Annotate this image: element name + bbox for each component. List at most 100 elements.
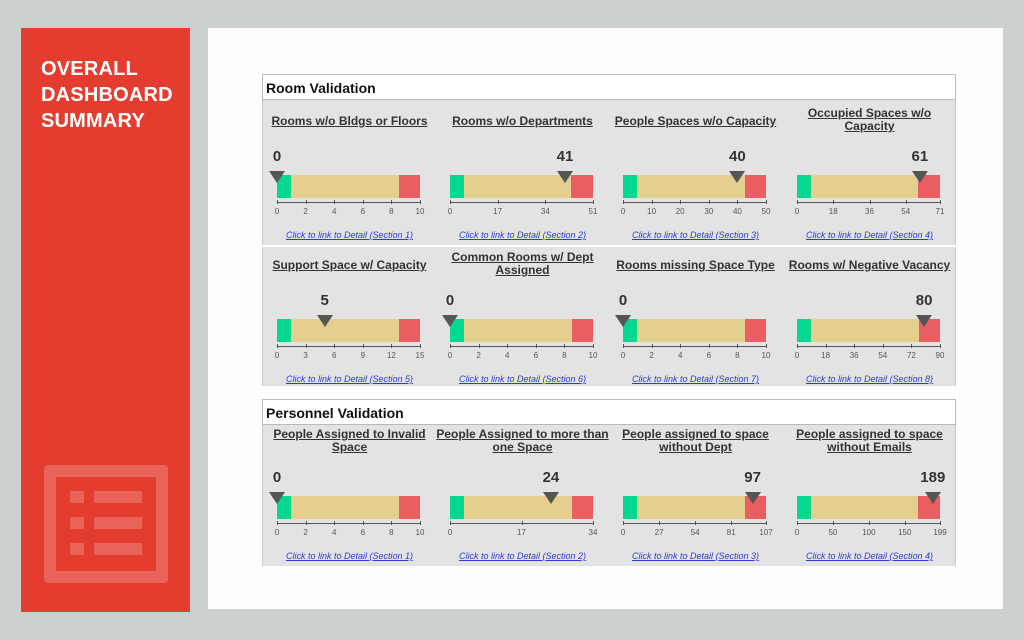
- gauge-card: Rooms w/ Negative Vacancy 80 0 18 36 54 72 90 C…: [783, 251, 956, 391]
- gauge-title[interactable]: Rooms w/o Departments: [436, 115, 609, 128]
- gauge-tick-label: 15: [415, 351, 425, 360]
- gauge-range-red: [398, 175, 420, 198]
- gauge-range-amber: [811, 175, 918, 198]
- gauge-marker-icon: [744, 492, 761, 504]
- gauge-tick: [940, 344, 941, 348]
- gauge-card: Rooms w/o Departments 41 0 17 34 51 Click to …: [436, 107, 609, 247]
- gauge-tick-label: 50: [761, 207, 771, 216]
- gauge-bar: [797, 496, 940, 519]
- gauge-title-line: People assigned to space: [622, 427, 769, 441]
- gauge-tick: [623, 200, 624, 204]
- detail-link[interactable]: Click to link to Detail (Section 2): [458, 551, 587, 561]
- gauge-tick-label: 0: [794, 207, 800, 216]
- gauge-tick-label: 0: [620, 528, 626, 537]
- detail-link[interactable]: Click to link to Detail (Section 8): [805, 374, 934, 384]
- gauge-value: 0: [272, 148, 282, 165]
- gauge-tick-label: 100: [862, 528, 876, 537]
- gauge-tick-label: 54: [901, 207, 911, 216]
- gauge-title-line: People Spaces w/o Capacity: [614, 114, 777, 128]
- gauge-title-line: Rooms w/ Negative Vacancy: [788, 258, 951, 272]
- gauge-tick-label: 10: [647, 207, 657, 216]
- gauge-tick: [680, 200, 682, 204]
- gauge-tick-label: 71: [935, 207, 945, 216]
- gauge-tick: [305, 521, 307, 525]
- gauge-tick-label: 0: [274, 207, 280, 216]
- gauge-title[interactable]: People assigned to space without Emails: [783, 428, 956, 454]
- gauge-tick: [832, 521, 834, 525]
- gauge-range-amber: [291, 496, 399, 519]
- gauge-range-green: [797, 175, 812, 198]
- section-header-room-validation: Room Validation: [262, 74, 956, 100]
- detail-link[interactable]: Click to link to Detail (Section 3): [631, 230, 760, 240]
- gauge-tick-label: 2: [476, 351, 481, 360]
- gauge-title[interactable]: People Spaces w/o Capacity: [609, 115, 782, 128]
- detail-link[interactable]: Click to link to Detail (Section 1): [285, 230, 414, 240]
- gauge-tick-label: 27: [654, 528, 664, 537]
- gauge-tick-label: 3: [303, 351, 308, 360]
- gauge-card: People Assigned to more than one Space 24 …: [436, 428, 609, 568]
- gauge-tick-label: 4: [677, 351, 683, 360]
- gauge-title-line: Common Rooms w/ Dept: [451, 250, 594, 264]
- gauge-card: People assigned to space without Dept 97 0…: [609, 428, 782, 568]
- gauge-tick-label: 4: [331, 207, 337, 216]
- gauge-tick-label: 0: [620, 207, 626, 216]
- gauge-card: Common Rooms w/ Dept Assigned 0 0 2 4 6 8 10 Cli…: [436, 251, 609, 391]
- detail-link[interactable]: Click to link to Detail (Section 7): [631, 374, 760, 384]
- gauge-tick-label: 18: [821, 351, 831, 360]
- gauge-tick: [391, 200, 393, 204]
- gauge-bar: [450, 319, 593, 342]
- gauge-tick-label: 36: [865, 207, 874, 216]
- detail-link[interactable]: Click to link to Detail (Section 4): [805, 551, 934, 561]
- detail-link[interactable]: Click to link to Detail (Section 4): [805, 230, 934, 240]
- gauge-range-amber: [637, 319, 745, 342]
- gauge-tick-label: 0: [794, 528, 800, 537]
- gauge-tick-label: 8: [562, 351, 567, 360]
- gauge-tick: [450, 344, 451, 348]
- gauge-title[interactable]: Occupied Spaces w/o Capacity: [783, 107, 956, 133]
- detail-link[interactable]: Click to link to Detail (Section 2): [458, 230, 587, 240]
- gauge-tick: [593, 200, 594, 204]
- gauge-title[interactable]: People assigned to space without Dept: [609, 428, 782, 454]
- gauge-range-red: [744, 319, 766, 342]
- gauge-tick-label: 6: [360, 207, 366, 216]
- gauge-tick: [277, 521, 278, 525]
- gauge-tick-label: 8: [735, 351, 740, 360]
- detail-link[interactable]: Click to link to Detail (Section 5): [285, 374, 414, 384]
- gauge-range-amber: [464, 175, 571, 198]
- gauge-tick-label: 54: [690, 528, 700, 537]
- gauge-axis: [450, 346, 593, 347]
- gauge-tick: [905, 200, 907, 204]
- gauge-marker-icon: [556, 171, 573, 183]
- gauge-title[interactable]: People Assigned to Invalid Space: [263, 428, 436, 454]
- gauge-tick-label: 6: [360, 528, 366, 537]
- gauge-tick: [882, 344, 884, 348]
- gauge-range-amber: [637, 496, 745, 519]
- gauge-tick: [708, 344, 710, 348]
- gauge-value: 0: [272, 469, 282, 486]
- gauge-title[interactable]: Common Rooms w/ Dept Assigned: [436, 251, 609, 277]
- gauge-range-amber: [811, 496, 919, 519]
- gauge-title[interactable]: Rooms w/o Bldgs or Floors: [263, 115, 436, 128]
- gauge-title[interactable]: Rooms w/ Negative Vacancy: [783, 259, 956, 272]
- gauge-title[interactable]: People Assigned to more than one Space: [436, 428, 609, 454]
- gauge-tick-label: 4: [504, 351, 510, 360]
- detail-link[interactable]: Click to link to Detail (Section 6): [458, 374, 587, 384]
- detail-link[interactable]: Click to link to Detail (Section 1): [285, 551, 414, 561]
- gauge-title[interactable]: Rooms missing Space Type: [609, 259, 782, 272]
- gauge-tick: [797, 200, 798, 204]
- detail-link[interactable]: Click to link to Detail (Section 3): [631, 551, 760, 561]
- gauge-title-line: People assigned to space: [796, 427, 943, 441]
- gauge-tick-label: 10: [588, 351, 598, 360]
- gauge-tick-label: 6: [331, 351, 337, 360]
- gauge-value: 80: [915, 292, 933, 309]
- gauge-range-red: [571, 319, 593, 342]
- gauge-tick: [797, 344, 798, 348]
- gauge-range-amber: [637, 175, 745, 198]
- gauge-range-green: [623, 496, 638, 519]
- gauge-title[interactable]: Support Space w/ Capacity: [263, 259, 436, 272]
- gauge-tick-label: 18: [828, 207, 838, 216]
- gauge-tick: [521, 521, 523, 525]
- gauge-tick-label: 34: [588, 528, 598, 537]
- gauge-title-line: People Assigned to Invalid: [273, 427, 426, 441]
- gauge-bar: [623, 175, 766, 198]
